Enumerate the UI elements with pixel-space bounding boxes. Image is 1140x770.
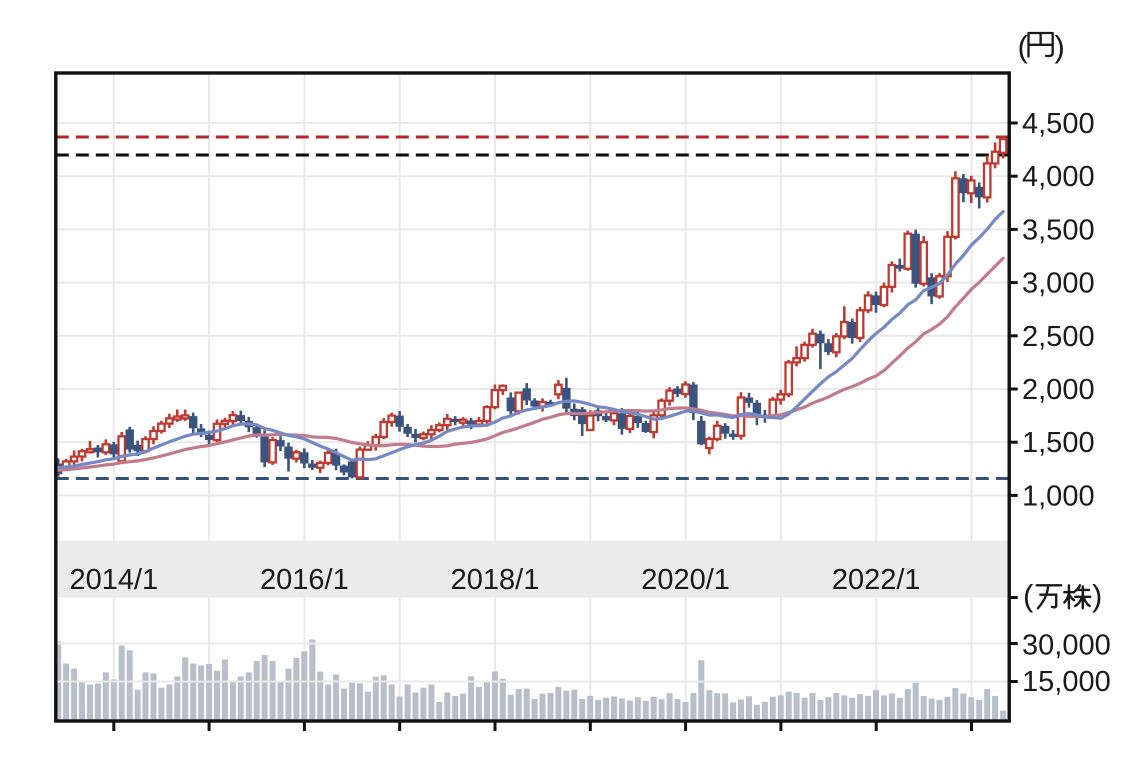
- svg-text:15,000: 15,000: [1022, 666, 1111, 698]
- svg-text:2,500: 2,500: [1022, 321, 1095, 353]
- svg-text:3,000: 3,000: [1022, 268, 1095, 300]
- svg-text:): ): [1092, 578, 1102, 613]
- svg-text:2022/1: 2022/1: [832, 564, 921, 596]
- svg-text:2016/1: 2016/1: [260, 564, 349, 596]
- svg-text:): ): [1055, 29, 1065, 64]
- svg-text:2014/1: 2014/1: [69, 564, 158, 596]
- svg-text:2,000: 2,000: [1022, 374, 1095, 406]
- svg-text:1,500: 1,500: [1022, 427, 1095, 459]
- svg-text:4,500: 4,500: [1022, 108, 1095, 140]
- svg-text:1,000: 1,000: [1022, 480, 1095, 512]
- svg-text:(: (: [1023, 578, 1034, 613]
- svg-text:(: (: [1018, 29, 1029, 64]
- svg-text:3,500: 3,500: [1022, 214, 1095, 246]
- svg-text:30,000: 30,000: [1022, 630, 1111, 662]
- svg-text:2020/1: 2020/1: [641, 564, 730, 596]
- svg-text:4,000: 4,000: [1022, 161, 1095, 193]
- svg-text:2018/1: 2018/1: [451, 564, 540, 596]
